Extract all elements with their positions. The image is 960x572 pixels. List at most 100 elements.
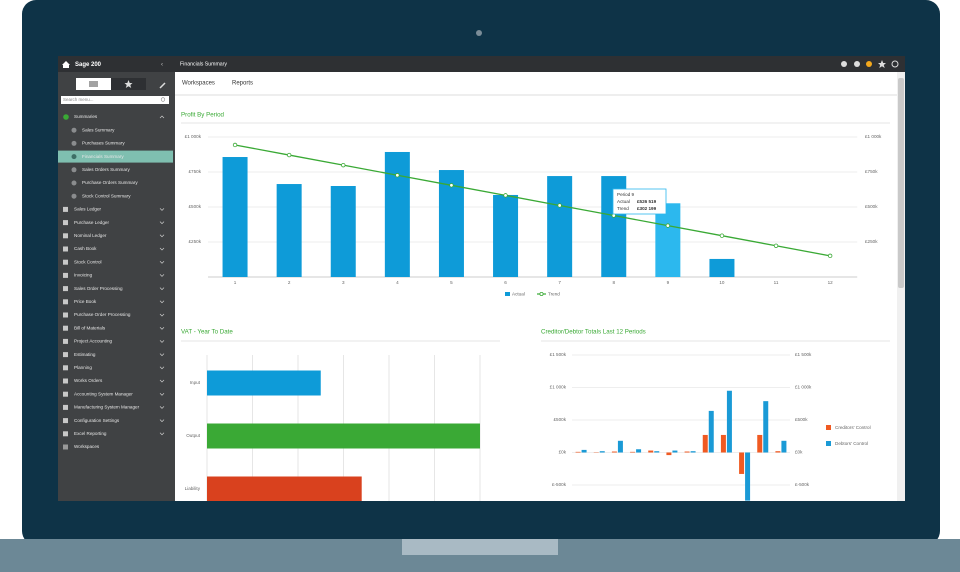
bar[interactable] [775, 451, 781, 453]
menu-item[interactable]: Purchase Ledger [74, 220, 109, 225]
bar[interactable] [630, 451, 636, 453]
bar[interactable] [384, 151, 410, 277]
bar[interactable] [672, 450, 678, 453]
bar[interactable] [547, 176, 573, 277]
trend-point[interactable] [503, 193, 508, 198]
bar[interactable] [666, 452, 672, 456]
edit-icon[interactable] [159, 82, 166, 89]
chevron[interactable] [159, 208, 165, 211]
menu-item[interactable]: Configuration Settings [74, 418, 120, 423]
trend-point[interactable] [557, 203, 562, 208]
bar[interactable] [654, 451, 660, 453]
chevron[interactable] [159, 247, 165, 251]
chevron[interactable] [159, 340, 165, 343]
submenu-item[interactable]: Sales Orders Summary [82, 167, 130, 172]
submenu-item[interactable]: Sales Summary [82, 127, 115, 132]
bar[interactable] [222, 157, 248, 277]
menu-item[interactable]: Invoicing [74, 273, 93, 278]
bar[interactable] [330, 186, 356, 277]
bar[interactable] [581, 449, 587, 453]
bar[interactable] [763, 401, 769, 453]
submenu-item[interactable]: Purchase Orders Summary [82, 180, 138, 185]
bar[interactable] [648, 450, 654, 453]
search-box[interactable] [61, 96, 169, 104]
bar[interactable] [655, 203, 681, 277]
icon[interactable] [866, 61, 872, 67]
bar[interactable] [684, 451, 690, 453]
bar[interactable] [709, 258, 735, 277]
bar[interactable] [575, 451, 581, 453]
menu-item[interactable]: Works Orders [74, 378, 103, 383]
chevron[interactable] [159, 406, 165, 409]
chevron[interactable] [159, 432, 165, 436]
menu-item[interactable]: Manufacturing System Manager [74, 405, 140, 410]
bar[interactable] [438, 170, 464, 277]
bar[interactable] [720, 434, 726, 453]
chevron[interactable] [159, 260, 165, 264]
menu-item[interactable]: Workspaces [74, 444, 100, 449]
chevron[interactable] [159, 419, 165, 423]
menu-item[interactable]: Cash Book [74, 246, 97, 251]
menu-item[interactable]: Nominal Ledger [74, 233, 107, 238]
tab[interactable]: Workspaces [182, 81, 215, 87]
bar[interactable] [702, 434, 708, 453]
menu-item[interactable]: Accounting System Manager [74, 391, 133, 396]
menu-item[interactable]: Project Accounting [74, 339, 112, 344]
home-icon[interactable] [62, 61, 70, 68]
menu-item[interactable]: Price Book [74, 299, 97, 304]
chevron[interactable] [159, 366, 165, 370]
trend-point[interactable] [665, 223, 671, 228]
chevron[interactable] [159, 353, 165, 357]
menu-item[interactable]: Bill of Materials [74, 325, 106, 330]
bar[interactable] [207, 476, 362, 502]
submenu-item[interactable]: Purchases Summary [82, 141, 125, 146]
bar[interactable] [276, 184, 302, 277]
chevron[interactable] [159, 379, 165, 383]
trend-point[interactable] [286, 152, 292, 158]
chevron[interactable] [159, 313, 165, 317]
trend-point[interactable] [827, 253, 833, 259]
bar[interactable] [599, 451, 605, 453]
icon[interactable] [878, 60, 886, 68]
trend-point[interactable] [719, 233, 725, 238]
bar[interactable] [781, 440, 787, 453]
menu-item[interactable]: Stock Control [74, 259, 102, 264]
chevron[interactable] [159, 392, 165, 396]
bar[interactable] [493, 194, 519, 277]
bar[interactable] [207, 370, 321, 396]
bar[interactable] [611, 451, 617, 453]
menu-item[interactable]: Planning [74, 365, 92, 370]
bar[interactable] [757, 434, 763, 453]
trend-point[interactable] [395, 173, 400, 178]
icon[interactable] [854, 61, 860, 67]
chevron[interactable] [159, 234, 165, 238]
bar[interactable] [636, 449, 642, 453]
chevron[interactable] [159, 221, 165, 225]
icon[interactable] [891, 60, 899, 68]
chevron[interactable] [159, 115, 165, 119]
bar[interactable] [617, 440, 623, 453]
menu-item[interactable]: Sales Order Processing [74, 286, 123, 291]
chevron[interactable] [159, 300, 165, 304]
menu-item[interactable]: Estimating [74, 352, 96, 357]
tab[interactable]: Reports [232, 81, 253, 87]
submenu-item[interactable]: Stock Control Summary [82, 193, 131, 198]
submenu-item[interactable]: Financials Summary [82, 154, 124, 159]
trend-point[interactable] [773, 243, 779, 248]
trend-point[interactable] [232, 142, 238, 148]
menu-item[interactable]: Sales Ledger [74, 207, 102, 212]
bar[interactable] [745, 452, 751, 501]
menu-item[interactable]: Excel Reporting [74, 431, 107, 436]
bar[interactable] [739, 452, 745, 474]
chevron[interactable] [159, 326, 165, 330]
menu-item[interactable]: Purchase Order Processing [74, 312, 131, 317]
chevron[interactable] [159, 274, 165, 277]
bar[interactable] [690, 451, 696, 453]
bar[interactable] [207, 423, 480, 449]
collapse-icon[interactable]: ‹ [161, 62, 163, 68]
menu-item[interactable]: Summaries [74, 114, 98, 119]
bar[interactable] [726, 390, 732, 453]
icon[interactable] [841, 61, 847, 67]
scroll-thumb[interactable] [898, 78, 904, 288]
bar[interactable] [708, 410, 714, 453]
